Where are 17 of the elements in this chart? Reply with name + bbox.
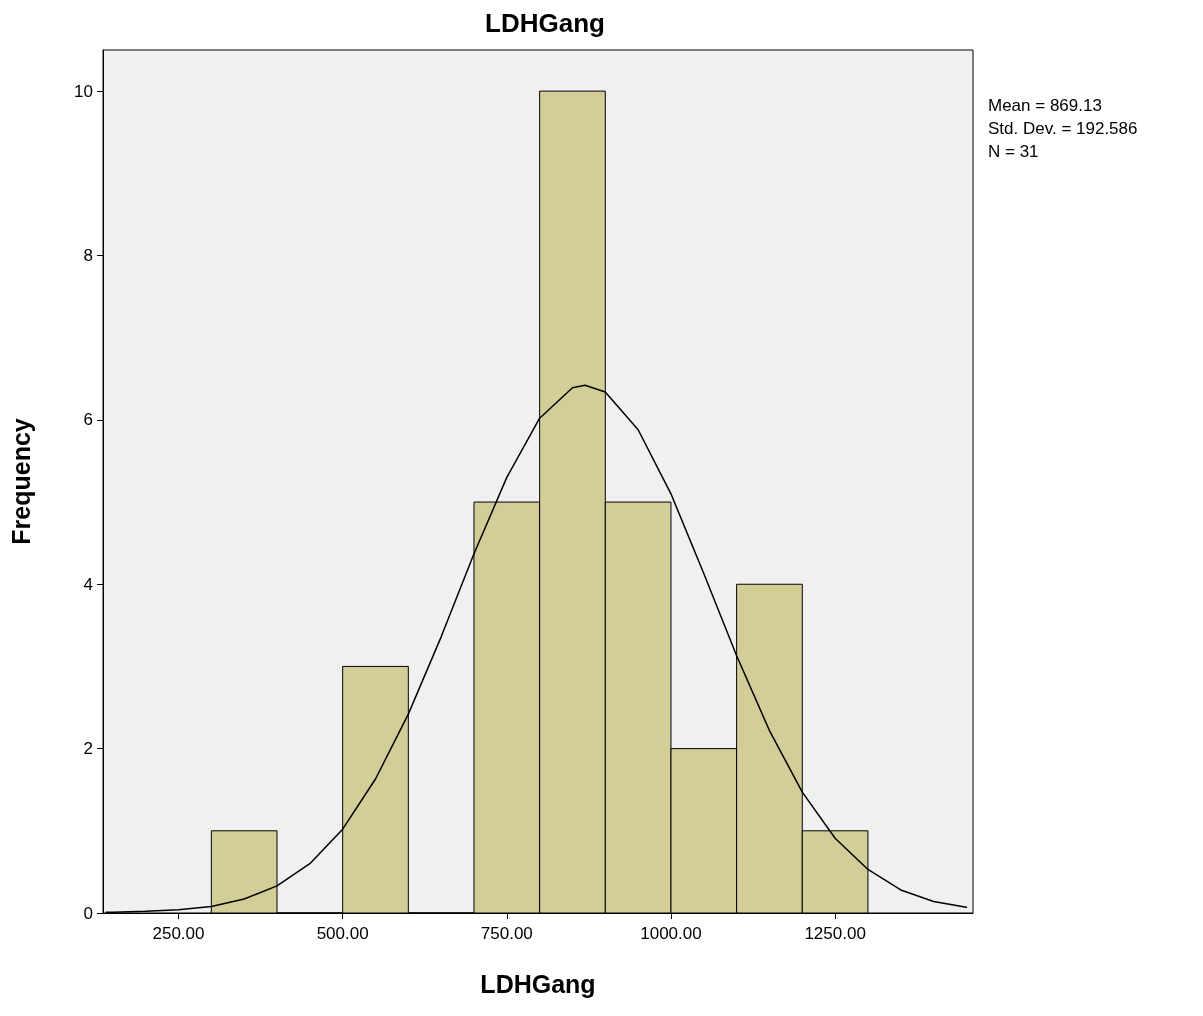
y-tick-label: 6 xyxy=(83,410,93,430)
y-tick-label: 10 xyxy=(74,81,93,101)
x-tick-label: 750.00 xyxy=(480,924,533,943)
y-axis-title: Frequency xyxy=(6,418,35,545)
x-tick-label: 1250.00 xyxy=(804,924,866,943)
x-axis-title: LDHGang xyxy=(480,969,596,998)
x-tick-label: 1000.00 xyxy=(640,924,702,943)
text: Std. Dev. = 192.586 xyxy=(988,119,1138,138)
x-tick-label: 250.00 xyxy=(152,924,205,943)
y-tick-label: 2 xyxy=(83,739,93,759)
chart-title: LDHGang xyxy=(485,8,605,38)
text: N = 31 xyxy=(988,142,1039,161)
y-tick-label: 4 xyxy=(83,574,93,594)
y-tick-label: 0 xyxy=(83,903,93,923)
y-tick-label: 8 xyxy=(83,245,93,265)
x-tick-label: 500.00 xyxy=(316,924,369,943)
text: Mean = 869.13 xyxy=(988,96,1102,115)
